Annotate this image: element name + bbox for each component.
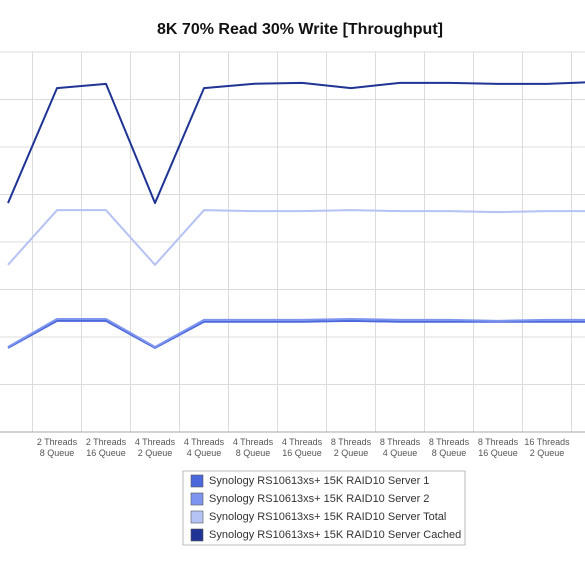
legend-label: Synology RS10613xs+ 15K RAID10 Server To… — [209, 511, 446, 523]
x-tick-label: 2 Threads 16 Queue — [86, 437, 127, 458]
x-tick-label: 8 Threads 4 Queue — [380, 437, 421, 458]
legend-label: Synology RS10613xs+ 15K RAID10 Server 2 — [209, 493, 429, 505]
series-line — [7, 317, 585, 348]
x-tick-label: 16 Threads 2 Queue — [524, 437, 570, 458]
series-line — [7, 81, 585, 205]
x-tick-label: 2 Threads 8 Queue — [37, 437, 78, 458]
x-tick-label: 8 Threads 8 Queue — [429, 437, 470, 458]
legend-label: Synology RS10613xs+ 15K RAID10 Server 1 — [209, 475, 429, 487]
series-line — [7, 319, 585, 349]
legend-swatch — [190, 528, 204, 542]
legend-label: Synology RS10613xs+ 15K RAID10 Server Ca… — [209, 529, 461, 541]
chart-title: 8K 70% Read 30% Write [Throughput] — [157, 21, 443, 38]
x-tick-label: 8 Threads 16 Queue — [478, 437, 519, 458]
legend-swatch — [190, 510, 204, 524]
series-line — [7, 209, 585, 266]
legend-swatch — [190, 492, 204, 506]
x-tick-label: 4 Threads 4 Queue — [184, 437, 225, 458]
legend-box — [182, 470, 466, 546]
x-tick-label: 4 Threads 8 Queue — [233, 437, 274, 458]
legend-swatch — [190, 474, 204, 488]
x-tick-label: 8 Threads 2 Queue — [331, 437, 372, 458]
x-tick-label: 4 Threads 2 Queue — [135, 437, 176, 458]
x-tick-label: 4 Threads 16 Queue — [282, 437, 323, 458]
